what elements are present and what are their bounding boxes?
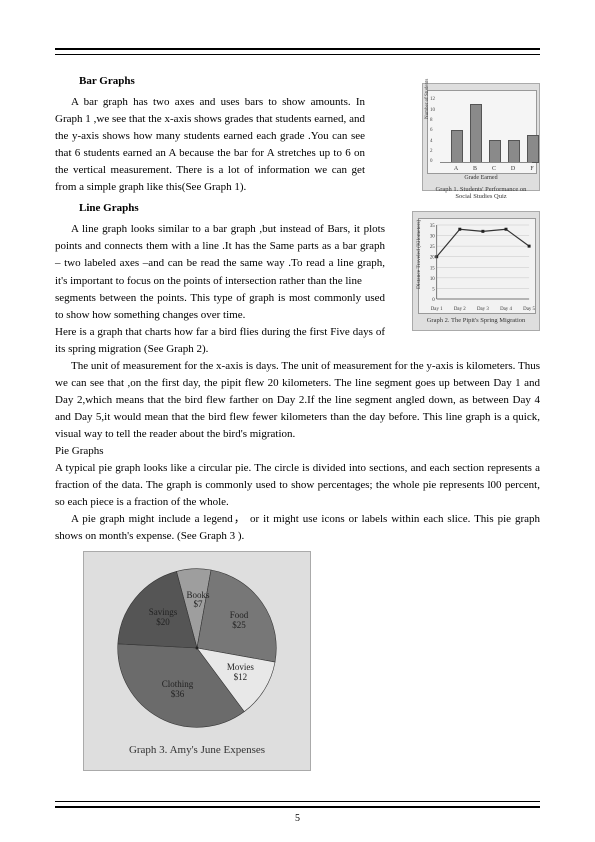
- svg-text:Day 4: Day 4: [500, 307, 512, 312]
- bar-F: [527, 135, 539, 163]
- bar-D: [508, 140, 520, 163]
- pie-label-books: Books$7: [176, 591, 220, 610]
- svg-text:Day 2: Day 2: [454, 307, 466, 312]
- page-number: 5: [0, 813, 595, 824]
- pie-chart: Books$7Food$25 Movies$12 Clothing$36 Saving…: [90, 558, 304, 738]
- graph1-caption: Graph 1. Students' Performance on Social…: [427, 186, 535, 200]
- svg-text:10: 10: [430, 277, 435, 282]
- bar-chart: Number of Students ABCDF024681012: [427, 90, 537, 174]
- line-svg: 0 5 10 15 20 25 30 35 Day 1 Day 2 Day 3 Day 4 Day 5: [419, 219, 535, 313]
- svg-text:15: 15: [430, 266, 435, 271]
- pie-p2: A pie graph might include a legend， or i…: [55, 511, 540, 545]
- bar-p1: A bar graph has two axes and uses bars t…: [55, 94, 365, 196]
- bar-label-C: C: [487, 166, 501, 172]
- svg-text:Day 5: Day 5: [523, 307, 535, 312]
- line-title: Line Graphs: [55, 200, 385, 217]
- line-p4: The unit of measurement for the x-axis i…: [55, 358, 540, 443]
- bar-label-A: A: [449, 166, 463, 172]
- bar-ytick-10: 10: [430, 107, 435, 115]
- pie-label-savings: Savings$20: [141, 608, 185, 627]
- bar-title: Bar Graphs: [55, 73, 365, 90]
- svg-text:30: 30: [430, 235, 435, 240]
- bar-C: [489, 140, 501, 163]
- graph-1-figure: Number of Students ABCDF024681012 Grade …: [422, 83, 540, 191]
- svg-text:Day 1: Day 1: [431, 307, 443, 312]
- bar-label-D: D: [506, 166, 520, 172]
- bar-label-F: F: [525, 166, 539, 172]
- pie-title: Pie Graphs: [55, 443, 540, 460]
- graph2-caption: Graph 2. The Pipit's Spring Migration: [418, 317, 534, 324]
- bar-A: [451, 130, 463, 163]
- pie-label-food: Food$25: [217, 611, 261, 630]
- graph3-caption: Graph 3. Amy's June Expenses: [90, 742, 304, 759]
- line-ylabel: Distance Traveled (Kilometers): [415, 220, 424, 289]
- bar-ytick-6: 6: [430, 127, 433, 135]
- line-chart: Distance Traveled (Kilometers) 0 5 10 15 20 2…: [418, 218, 536, 314]
- bottom-rule: [55, 801, 540, 808]
- bar-xlabel: Grade Earned: [427, 174, 535, 183]
- bar-ytick-2: 2: [430, 148, 433, 156]
- graph-3-figure: Books$7Food$25 Movies$12 Clothing$36 Saving…: [83, 551, 311, 771]
- bar-ytick-12: 12: [430, 96, 435, 104]
- bar-ytick-0: 0: [430, 158, 433, 166]
- svg-text:35: 35: [430, 224, 435, 229]
- pie-svg: [110, 561, 284, 735]
- bar-ytick-8: 8: [430, 117, 433, 125]
- svg-text:25: 25: [430, 245, 435, 250]
- bar-B: [470, 104, 482, 163]
- line-p1: A line graph looks similar to a bar grap…: [55, 221, 385, 289]
- pie-label-clothing: Clothing$36: [156, 680, 200, 699]
- line-p2: segments between the points. This type o…: [55, 290, 385, 324]
- pie-label-movies: Movies$12: [218, 663, 262, 682]
- svg-text:20: 20: [430, 256, 435, 261]
- content: Number of Students ABCDF024681012 Grade …: [55, 73, 540, 771]
- svg-text:0: 0: [432, 298, 435, 303]
- graph-2-figure: Distance Traveled (Kilometers) 0 5 10 15 20 2…: [412, 211, 540, 331]
- bar-xaxis: [440, 162, 532, 163]
- top-rule: [55, 48, 540, 55]
- bar-ytick-4: 4: [430, 138, 433, 146]
- bar-label-B: B: [468, 166, 482, 172]
- line-p3: Here is a graph that charts how far a bi…: [55, 324, 385, 358]
- pie-p1: A typical pie graph looks like a circula…: [55, 460, 540, 511]
- svg-text:Day 3: Day 3: [477, 307, 489, 312]
- svg-text:5: 5: [432, 287, 435, 292]
